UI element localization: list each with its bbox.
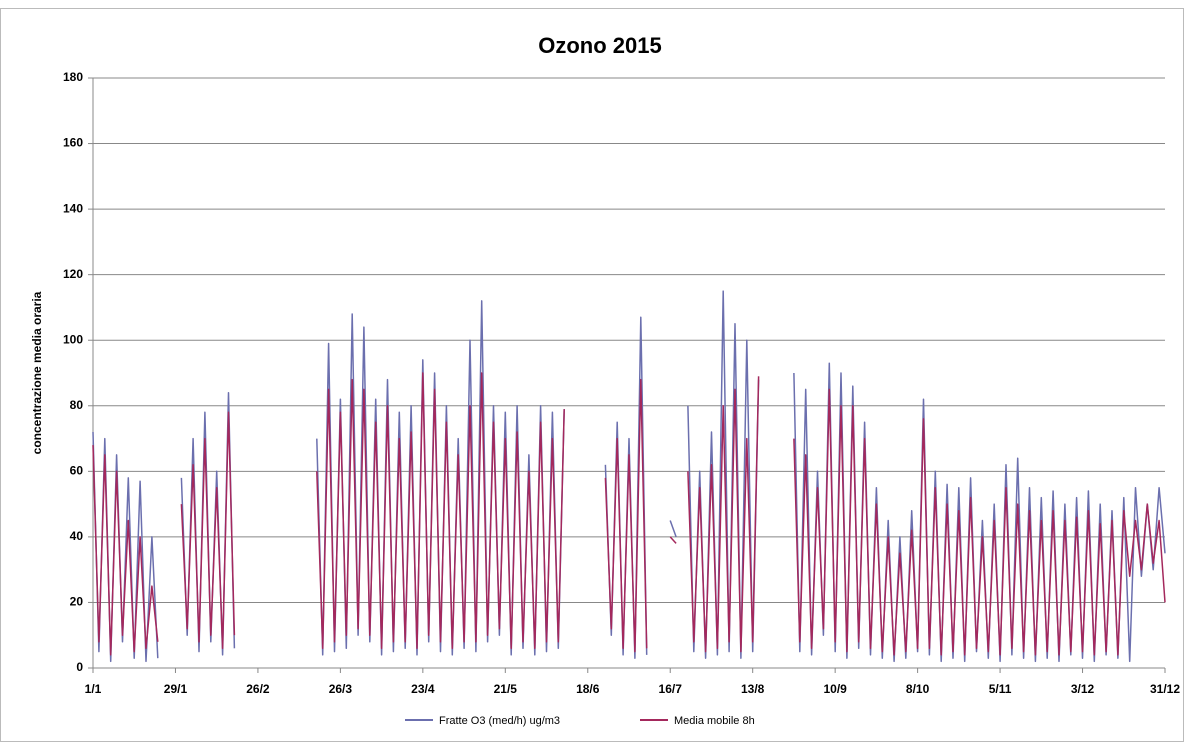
x-tick-label: 1/1	[85, 682, 102, 696]
x-tick-label: 10/9	[823, 682, 847, 696]
x-tick-label: 5/11	[989, 682, 1012, 696]
y-tick-label: 160	[63, 136, 83, 150]
series-line	[92, 372, 1166, 656]
y-tick-label: 120	[63, 267, 83, 281]
x-tick-label: 16/7	[659, 682, 683, 696]
y-tick-label: 60	[70, 464, 84, 478]
x-tick-label: 21/5	[494, 682, 518, 696]
y-tick-label: 100	[63, 332, 83, 346]
x-tick-label: 18/6	[576, 682, 600, 696]
chart-title: Ozono 2015	[538, 33, 661, 58]
y-tick-label: 40	[70, 529, 84, 543]
x-tick-label: 29/1	[164, 682, 188, 696]
x-tick-label: 26/2	[246, 682, 270, 696]
x-tick-label: 31/12	[1150, 682, 1180, 696]
chart-frame	[0, 8, 1184, 742]
y-axis-label: concentrazione media oraria	[30, 291, 44, 454]
y-tick-label: 20	[70, 595, 84, 609]
x-tick-label: 13/8	[741, 682, 765, 696]
y-tick-label: 140	[63, 201, 83, 215]
x-tick-label: 26/3	[329, 682, 353, 696]
y-tick-label: 0	[76, 660, 83, 674]
x-tick-label: 23/4	[411, 682, 435, 696]
y-tick-label: 180	[63, 70, 83, 84]
legend-label: Fratte O3 (med/h) ug/m3	[439, 715, 560, 727]
legend-label: Media mobile 8h	[674, 715, 755, 727]
x-tick-label: 3/12	[1071, 682, 1095, 696]
y-tick-label: 80	[70, 398, 84, 412]
x-tick-label: 8/10	[906, 682, 930, 696]
